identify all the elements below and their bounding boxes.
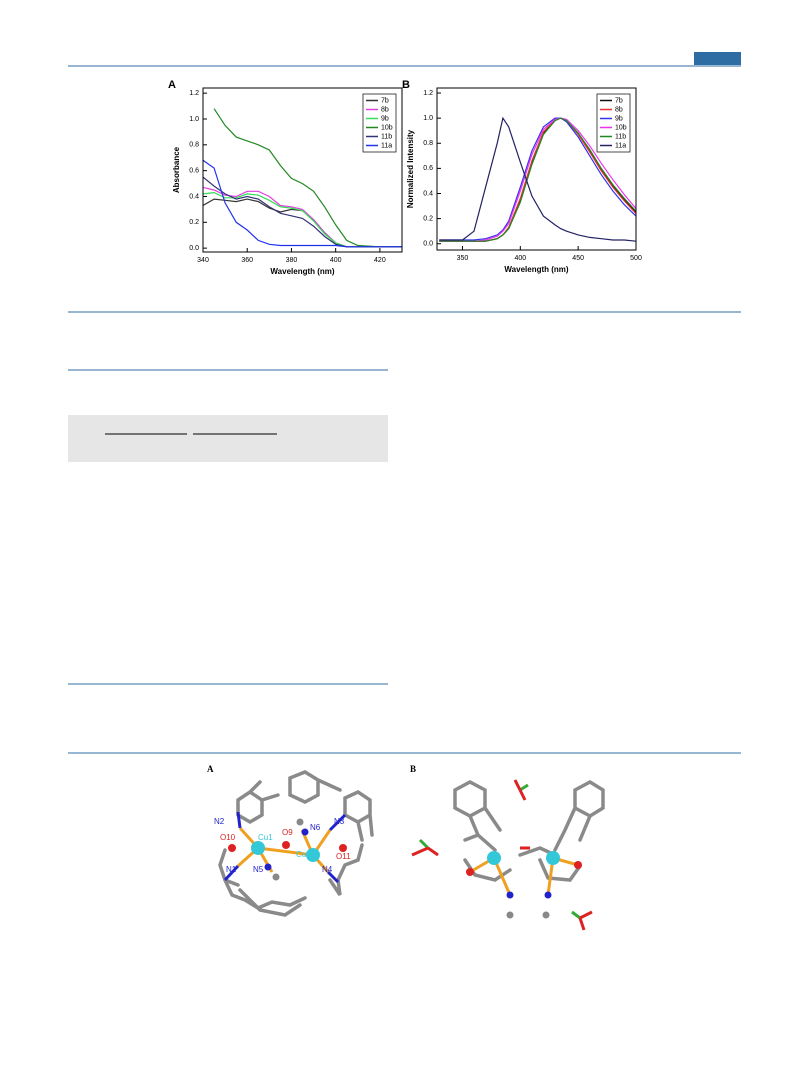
series-line <box>203 176 402 248</box>
carbon-atom <box>542 911 550 919</box>
x-tick-label: 420 <box>374 257 386 264</box>
atom-label: O9 <box>282 828 293 837</box>
chart: A 0.0 0.2 0.4 0.6 0.8 1.0 1.2 340 360 380 400 420 Wav… <box>168 79 403 276</box>
y-tick-label: 0.4 <box>189 193 199 200</box>
legend-box <box>362 93 397 153</box>
legend-label: 11b <box>615 133 626 140</box>
atom-labels: N2 Cu1 O9 N6 N3 O10 Cu2 O11 N1 N5 N4 <box>214 817 351 874</box>
atom-label: N6 <box>310 823 321 832</box>
atom-label: N1 <box>226 865 237 874</box>
legend-label: 8b <box>615 106 623 113</box>
series-line <box>439 117 636 242</box>
nitrogen-atom <box>301 828 309 836</box>
nitrogen-atom <box>264 863 272 871</box>
x-tick-label: 380 <box>286 257 298 264</box>
y-axis-label: Normalized Intensity <box>406 129 415 208</box>
carbon-atom <box>296 818 304 826</box>
x-tick-label: 340 <box>197 257 209 264</box>
oxygen-atom <box>339 844 347 852</box>
plot-frame <box>436 87 637 251</box>
copper-atom <box>306 848 320 862</box>
chart: B 0.0 0.2 0.4 0.6 0.8 1.0 1.2 350 400 450 500 Wavele… <box>402 79 642 274</box>
panel-label: A <box>207 764 214 774</box>
atom-label: N4 <box>322 865 333 874</box>
atom-label: Cu2 <box>296 850 311 859</box>
x-axis-label: Wavelength (nm) <box>270 267 334 276</box>
table-header <box>68 415 388 462</box>
plot-frame <box>202 87 403 253</box>
oxygen-atom <box>228 844 236 852</box>
atom-label: N5 <box>253 865 264 874</box>
x-tick-label: 360 <box>241 257 253 264</box>
atom-label: Cu1 <box>258 833 273 842</box>
y-tick-label: 0.2 <box>423 215 433 222</box>
x-tick-label: 500 <box>630 255 642 262</box>
y-tick-label: 0.6 <box>189 167 199 174</box>
series-line <box>213 108 402 248</box>
y-tick-label: 0.0 <box>189 245 199 252</box>
atom-label: N2 <box>214 817 225 826</box>
structure-a <box>218 770 374 917</box>
x-tick-label: 350 <box>457 255 469 262</box>
atom-label: O10 <box>220 833 236 842</box>
panel-label: B <box>402 79 410 91</box>
copper-atom <box>487 851 501 865</box>
nitrogen-atom <box>544 891 552 899</box>
legend-label: 7b <box>381 97 389 104</box>
legend-label: 11b <box>381 133 392 140</box>
series-line <box>439 117 636 241</box>
y-tick-label: 0.4 <box>423 190 433 197</box>
atom-label: N3 <box>334 817 345 826</box>
oxygen-atom <box>282 841 290 849</box>
x-axis-label: Wavelength (nm) <box>504 265 568 274</box>
y-tick-label: 1.0 <box>423 115 433 122</box>
x-tick-label: 450 <box>572 255 584 262</box>
oxygen-atom <box>466 868 474 876</box>
series-line <box>439 116 636 242</box>
legend-label: 11a <box>615 142 626 149</box>
panel-label: A <box>168 79 176 91</box>
panel-label: B <box>410 764 416 774</box>
legend-label: 7b <box>615 97 623 104</box>
nitrogen-atom <box>506 891 514 899</box>
x-tick-label: 400 <box>514 255 526 262</box>
legend-label: 9b <box>381 115 389 122</box>
y-axis-label: Absorbance <box>172 146 181 193</box>
legend-label: 8b <box>381 106 389 113</box>
series-line <box>203 198 402 248</box>
carbon-atom <box>506 911 514 919</box>
legend-label: 10b <box>381 124 393 131</box>
y-tick-label: 0.0 <box>423 241 433 248</box>
legend-label: 11a <box>381 142 392 149</box>
x-tick-label: 400 <box>330 257 342 264</box>
y-tick-label: 0.8 <box>189 142 199 149</box>
atom-label: O11 <box>336 852 351 861</box>
legend-box <box>596 93 631 153</box>
legend-label: 10b <box>615 124 627 131</box>
oxygen-atom <box>574 861 582 869</box>
series-line <box>203 159 402 248</box>
header-tab <box>694 52 741 65</box>
y-tick-label: 1.2 <box>189 90 199 97</box>
copper-atom <box>251 841 265 855</box>
y-tick-label: 0.2 <box>189 219 199 226</box>
legend-label: 9b <box>615 115 623 122</box>
y-tick-label: 0.8 <box>423 140 433 147</box>
carbon-atom <box>272 873 280 881</box>
y-tick-label: 1.0 <box>189 116 199 123</box>
structure-b-bonds <box>411 779 593 931</box>
y-tick-label: 1.2 <box>423 90 433 97</box>
y-tick-label: 0.6 <box>423 165 433 172</box>
copper-atom <box>546 851 560 865</box>
